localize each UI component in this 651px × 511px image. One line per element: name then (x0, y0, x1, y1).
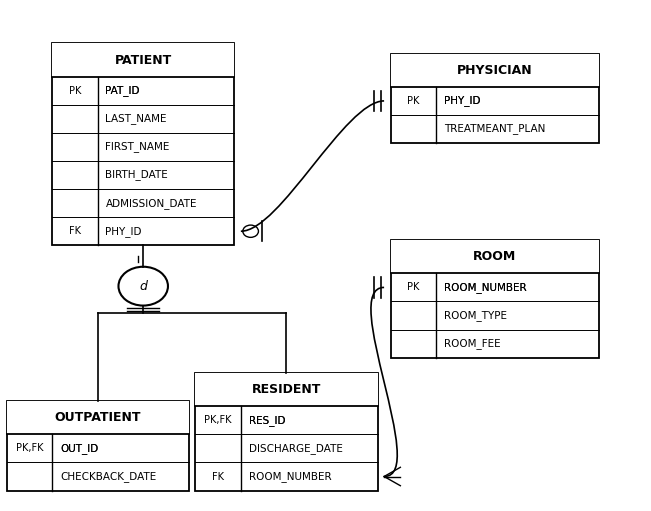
Text: PK,FK: PK,FK (16, 444, 43, 453)
Text: PHY_ID: PHY_ID (444, 96, 480, 106)
Text: FIRST_NAME: FIRST_NAME (105, 142, 170, 152)
Text: FK: FK (69, 226, 81, 236)
Text: TREATMEANT_PLAN: TREATMEANT_PLAN (444, 124, 546, 134)
Text: PHY_ID: PHY_ID (105, 226, 142, 237)
Text: OUTPATIENT: OUTPATIENT (55, 411, 141, 424)
Bar (195, 373, 378, 406)
Bar (391, 240, 599, 273)
Bar (391, 54, 599, 143)
Text: PHY_ID: PHY_ID (444, 96, 480, 106)
Text: PK: PK (68, 86, 81, 96)
Text: PAT_ID: PAT_ID (105, 85, 140, 96)
Text: BIRTH_DATE: BIRTH_DATE (105, 170, 168, 180)
Text: ROOM: ROOM (473, 250, 516, 263)
Text: PHYSICIAN: PHYSICIAN (457, 64, 533, 77)
Text: RESIDENT: RESIDENT (252, 383, 321, 396)
Text: PK,FK: PK,FK (204, 415, 232, 425)
Text: LAST_NAME: LAST_NAME (105, 113, 167, 124)
Bar (391, 240, 599, 358)
Text: ROOM_NUMBER: ROOM_NUMBER (444, 282, 527, 293)
Text: ADMISSION_DATE: ADMISSION_DATE (105, 198, 197, 208)
Bar (391, 54, 599, 87)
Text: RES_ID: RES_ID (249, 415, 285, 426)
Text: PK: PK (407, 283, 420, 292)
Text: CHECKBACK_DATE: CHECKBACK_DATE (60, 471, 156, 482)
Bar (52, 43, 234, 77)
Text: ROOM_NUMBER: ROOM_NUMBER (249, 471, 331, 482)
Text: PAT_ID: PAT_ID (105, 85, 140, 96)
Bar (195, 373, 378, 491)
Text: OUT_ID: OUT_ID (60, 443, 98, 454)
Text: RES_ID: RES_ID (249, 415, 285, 426)
Text: d: d (139, 280, 147, 293)
Bar (7, 401, 189, 491)
Text: DISCHARGE_DATE: DISCHARGE_DATE (249, 443, 342, 454)
Text: PATIENT: PATIENT (115, 54, 172, 66)
Bar (52, 43, 234, 245)
Text: ROOM_FEE: ROOM_FEE (444, 338, 501, 349)
Text: ROOM_NUMBER: ROOM_NUMBER (444, 282, 527, 293)
Bar (7, 401, 189, 434)
Text: ROOM_TYPE: ROOM_TYPE (444, 310, 507, 321)
Text: FK: FK (212, 472, 224, 481)
Text: PK: PK (407, 96, 420, 106)
Text: OUT_ID: OUT_ID (60, 443, 98, 454)
